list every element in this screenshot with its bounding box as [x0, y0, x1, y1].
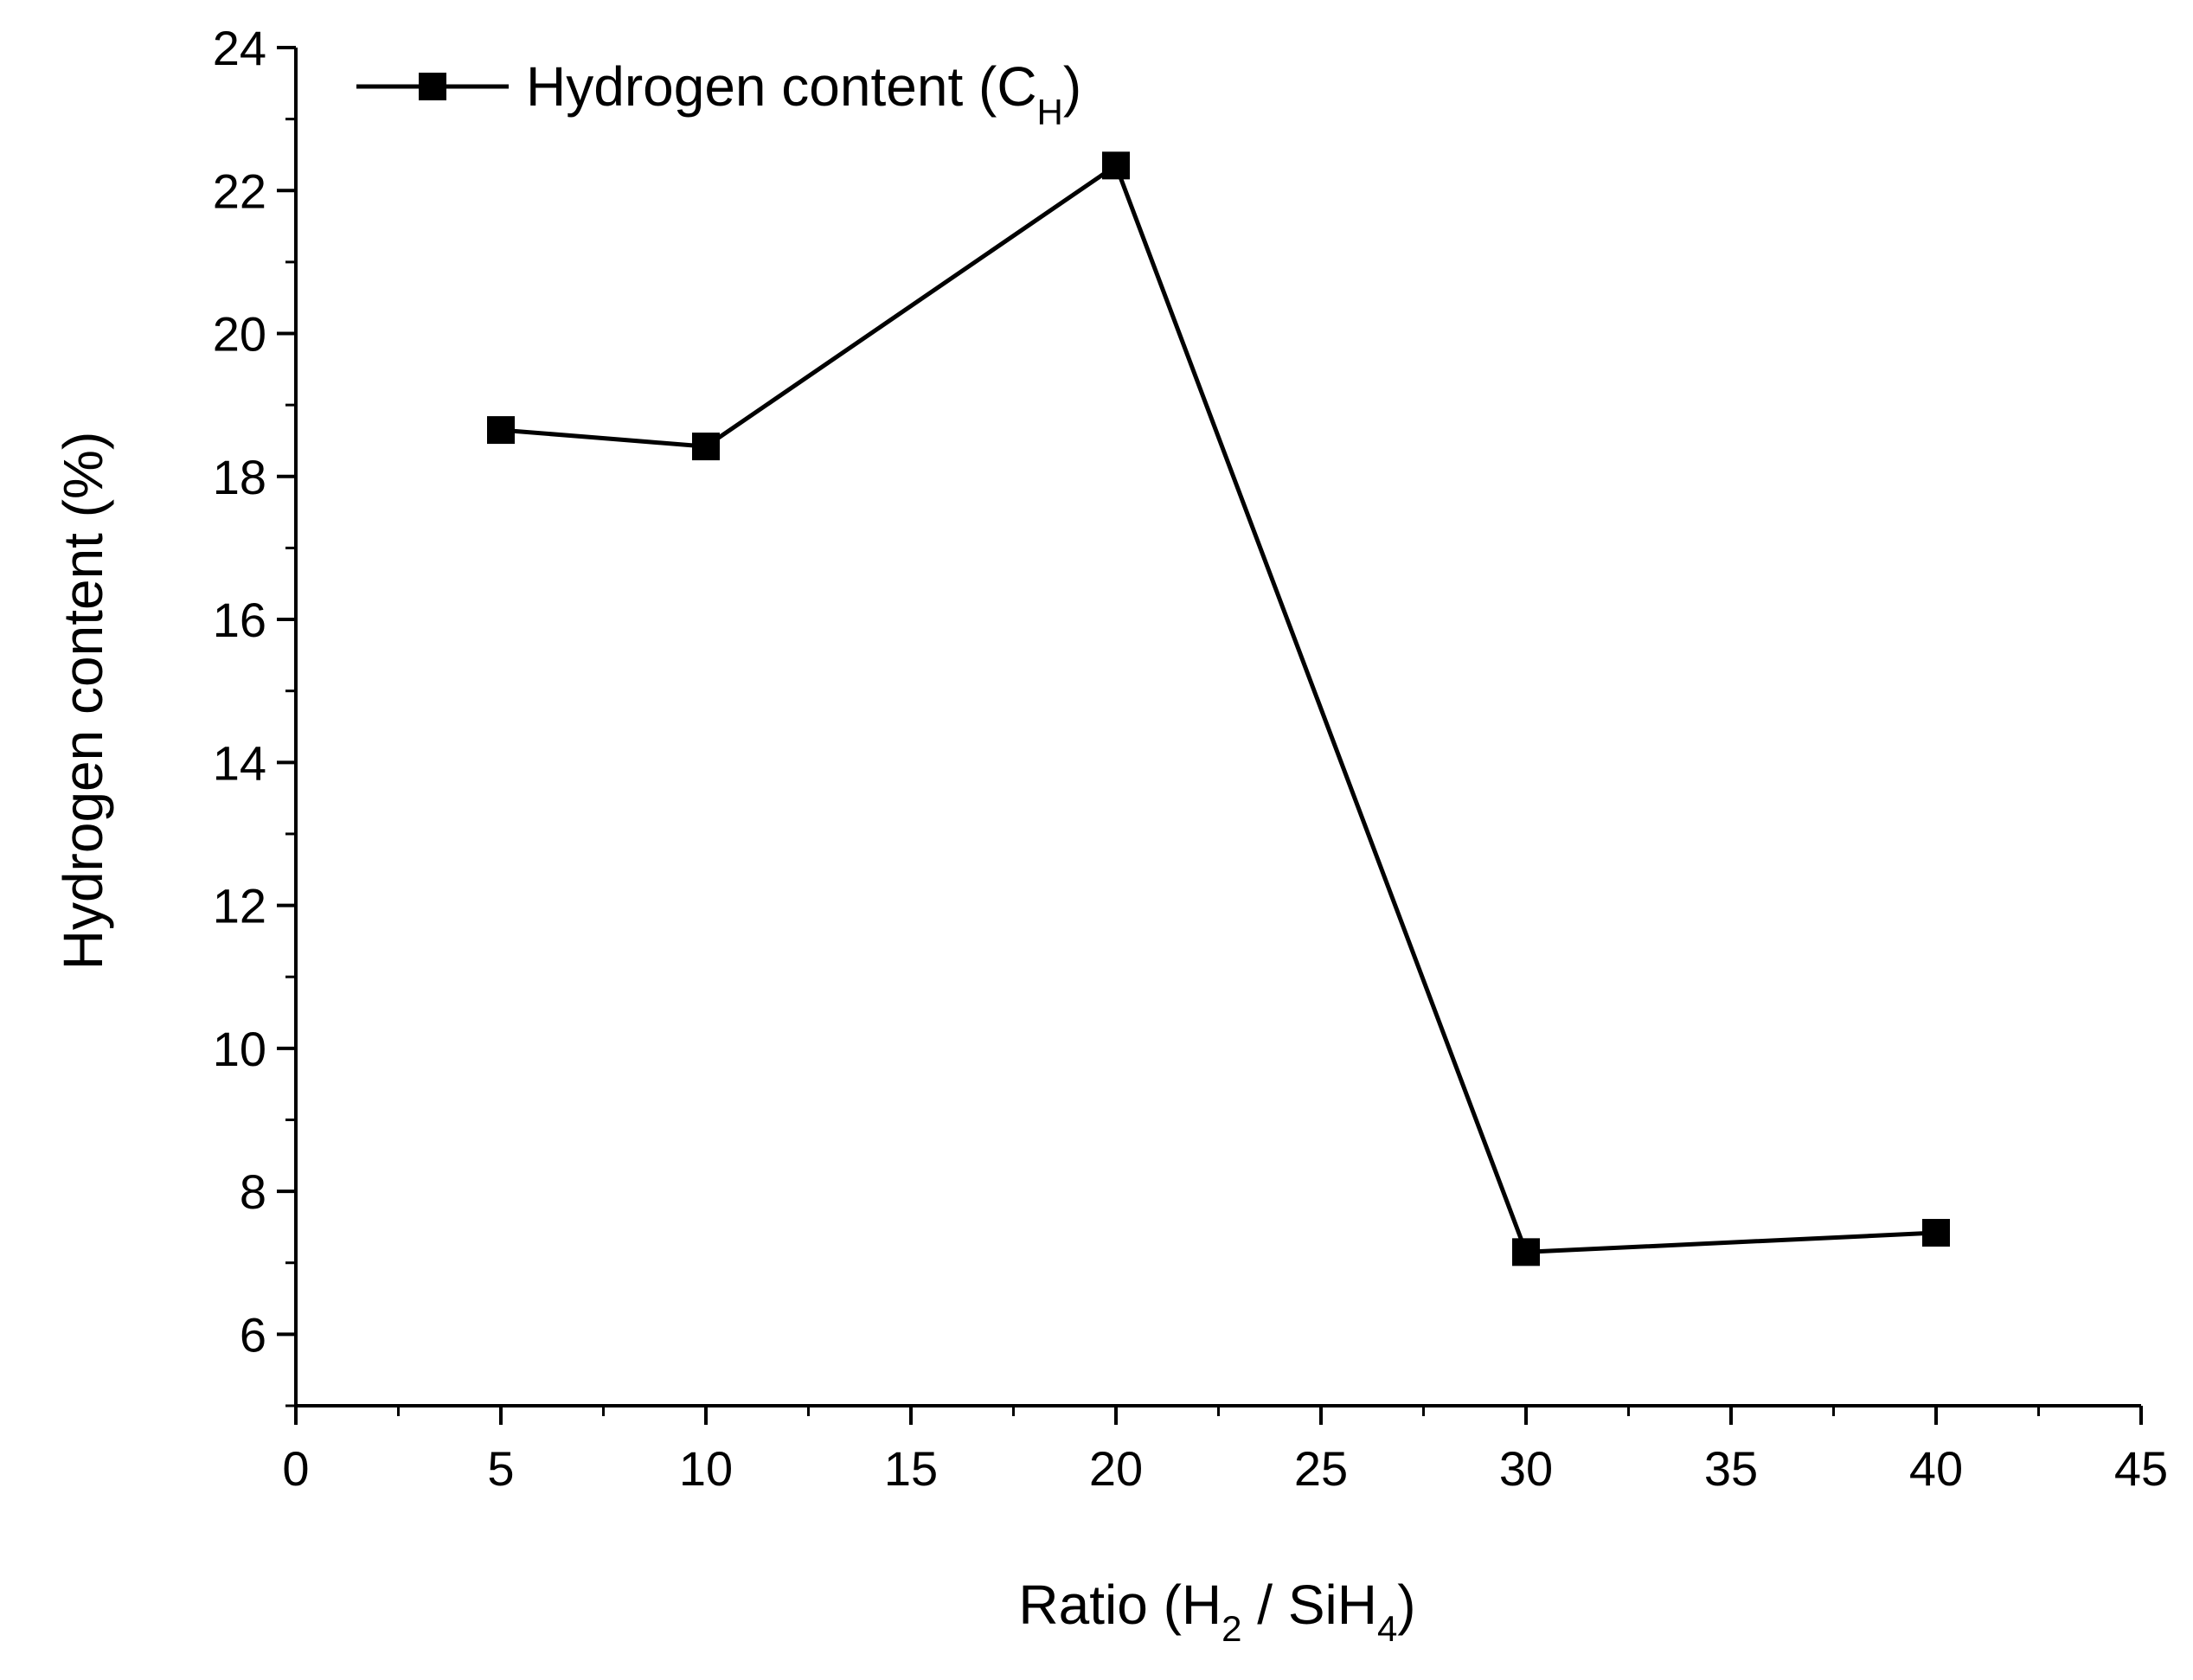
- y-tick-label: 20: [213, 307, 266, 362]
- legend-label: Hydrogen content (CH): [526, 55, 1081, 132]
- y-tick-label: 22: [213, 164, 266, 218]
- x-tick-label: 25: [1294, 1441, 1348, 1496]
- data-point: [487, 416, 515, 445]
- axes: [294, 48, 2141, 1407]
- data-point: [1922, 1219, 1950, 1247]
- x-tick-label: 0: [282, 1441, 309, 1496]
- x-tick-label: 40: [1909, 1441, 1963, 1496]
- y-tick-label: 6: [240, 1307, 266, 1362]
- x-tick-label: 35: [1704, 1441, 1758, 1496]
- y-axis-label: Hydrogen content (%): [52, 432, 114, 971]
- x-tick-label: 30: [1499, 1441, 1553, 1496]
- y-tick-label: 14: [213, 735, 266, 790]
- data-point: [692, 433, 720, 461]
- x-tick-label: 15: [884, 1441, 938, 1496]
- legend-marker: [419, 73, 446, 100]
- x-tick-label: 45: [2114, 1441, 2168, 1496]
- y-tick-label: 8: [240, 1164, 266, 1219]
- series: [487, 151, 1950, 1266]
- y-tick-label: 12: [213, 879, 266, 933]
- data-point: [1512, 1238, 1540, 1266]
- y-tick-label: 18: [213, 450, 266, 504]
- tick-labels: 0 5 10 15 20 25 30 35 40 45 6 8 10 12 14 16 18 20 22 24: [213, 21, 2168, 1496]
- x-axis-label: Ratio (H2 / SiH4): [1018, 1574, 1415, 1649]
- x-tick-label: 5: [487, 1441, 514, 1496]
- y-tick-label: 16: [213, 593, 266, 647]
- y-tick-label: 10: [213, 1022, 266, 1076]
- x-tick-label: 20: [1089, 1441, 1143, 1496]
- series-line: [500, 163, 1937, 1254]
- legend: Hydrogen content (CH): [356, 55, 1081, 132]
- data-point: [1102, 151, 1130, 180]
- ticks: [277, 46, 2143, 1425]
- x-tick-label: 10: [679, 1441, 733, 1496]
- y-tick-label: 24: [213, 21, 266, 75]
